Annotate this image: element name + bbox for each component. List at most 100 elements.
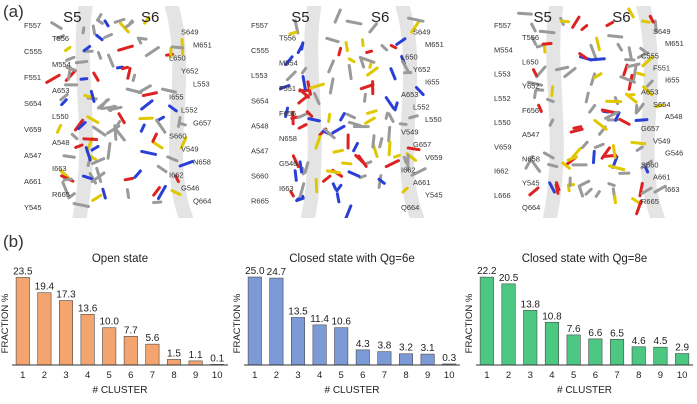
bar-open-7 (145, 343, 160, 366)
residue-label: F557 (24, 21, 41, 30)
helix-ribbon-s5 (301, 6, 322, 218)
stick-bond (368, 60, 373, 69)
stick-bond (542, 43, 547, 54)
residue-label: F656 (522, 106, 539, 115)
stick-bond (327, 59, 335, 74)
stick-bond (296, 112, 309, 119)
stick-bond (548, 118, 555, 127)
data-label-closed-6e-9: 3.1 (421, 343, 435, 354)
residue-label: S654 (653, 100, 671, 109)
stick-bond (619, 75, 636, 84)
residue-label: N658 (522, 154, 540, 163)
residue-label: V549 (181, 145, 199, 154)
stick-bond (547, 163, 559, 169)
bar-closed-8e-4 (544, 321, 559, 366)
data-label-closed-8e-1: 22.2 (477, 266, 497, 277)
stick-bond (608, 164, 626, 172)
stick-bond (72, 202, 91, 209)
bar-closed-6e-5 (334, 327, 349, 366)
stick-bond (303, 161, 310, 174)
stick-bond (298, 182, 306, 198)
stick-bond (59, 92, 69, 102)
stick-bond (616, 42, 623, 52)
residue-label: R665 (52, 190, 70, 199)
residue-label: G546 (279, 159, 297, 168)
stick-bond (358, 174, 367, 180)
residue-label: F656 (279, 109, 296, 118)
structure-render-closed-6e: S5 S6 F557 S649 T556 M651 C555 L650 M554 Y652 L553… (251, 6, 444, 218)
stick-bond (408, 114, 419, 120)
stick-bond (569, 127, 584, 134)
stick-bond (168, 104, 178, 113)
residue-label: A653 (401, 90, 419, 99)
bar-open-8 (167, 359, 181, 366)
x-tick-closed-6e-7: 7 (382, 370, 387, 381)
stick-bond (524, 154, 534, 170)
stick-bond (322, 174, 332, 183)
stick-bond (571, 15, 581, 29)
x-tick-closed-6e-5: 5 (339, 370, 344, 381)
structure-panel-closed-6e: S5 S6 F557 S649 T556 M651 C555 L650 M554 Y652 L553… (245, 6, 455, 218)
stick-bond (119, 21, 130, 34)
stick-bond (635, 145, 644, 152)
stick-bond (584, 91, 590, 104)
stick-bond (618, 117, 631, 126)
stick-bond (74, 59, 89, 65)
stick-bond (107, 105, 123, 112)
stick-bond (607, 182, 616, 188)
stick-bond (295, 196, 305, 203)
stick-bond (325, 169, 342, 175)
data-label-closed-8e-9: 4.5 (653, 336, 667, 347)
stick-bond (176, 116, 182, 128)
stick-bond (636, 71, 646, 77)
stick-bond (554, 183, 560, 195)
residue-label: M651 (425, 40, 444, 49)
stick-bond (530, 36, 538, 46)
stick-bond (301, 75, 307, 91)
stick-bond (133, 169, 142, 179)
residue-label: Y545 (522, 179, 540, 188)
residue-label: F551 (24, 73, 41, 82)
stick-bond (124, 20, 135, 29)
residue-label: I655 (665, 76, 680, 85)
helix-label-s5: S5 (534, 9, 552, 26)
bar-closed-8e-3 (523, 310, 538, 366)
stick-bond (344, 204, 353, 218)
stick-bond (366, 66, 379, 77)
stick-bond (410, 19, 421, 34)
data-label-open-7: 5.6 (145, 333, 159, 344)
bar-closed-8e-7 (610, 338, 625, 366)
stick-bond (622, 63, 629, 77)
residue-label: S649 (413, 27, 431, 36)
stick-bond (406, 146, 421, 152)
stick-bond (178, 160, 194, 168)
stick-bond (284, 106, 290, 119)
bar-open-6 (123, 336, 138, 366)
stick-bond (300, 41, 305, 51)
stick-bond (627, 46, 633, 60)
stick-bond (284, 55, 294, 67)
stick-bond (331, 182, 338, 191)
stick-bond (624, 92, 638, 104)
stick-bond (84, 146, 92, 162)
stick-bond (126, 66, 132, 80)
residue-label: L650 (169, 54, 186, 63)
stick-bond (360, 38, 365, 48)
stick-bond (341, 161, 353, 166)
residue-label: N658 (193, 158, 211, 167)
residue-label: Q664 (401, 203, 419, 212)
residue-label: L553 (193, 80, 210, 89)
stick-bond (137, 84, 152, 94)
stick-bond (387, 112, 395, 123)
residue-label: Y652 (413, 65, 431, 74)
data-label-closed-8e-8: 4.6 (632, 336, 646, 347)
residue-label: T556 (279, 34, 296, 43)
stick-bond (62, 154, 76, 159)
bar-closed-8e-1 (479, 276, 494, 366)
stick-bond (654, 103, 665, 109)
residue-label: M651 (193, 41, 212, 50)
stick-bond (614, 111, 621, 122)
stick-bond (89, 89, 96, 103)
x-tick-closed-8e-5: 5 (571, 370, 576, 381)
